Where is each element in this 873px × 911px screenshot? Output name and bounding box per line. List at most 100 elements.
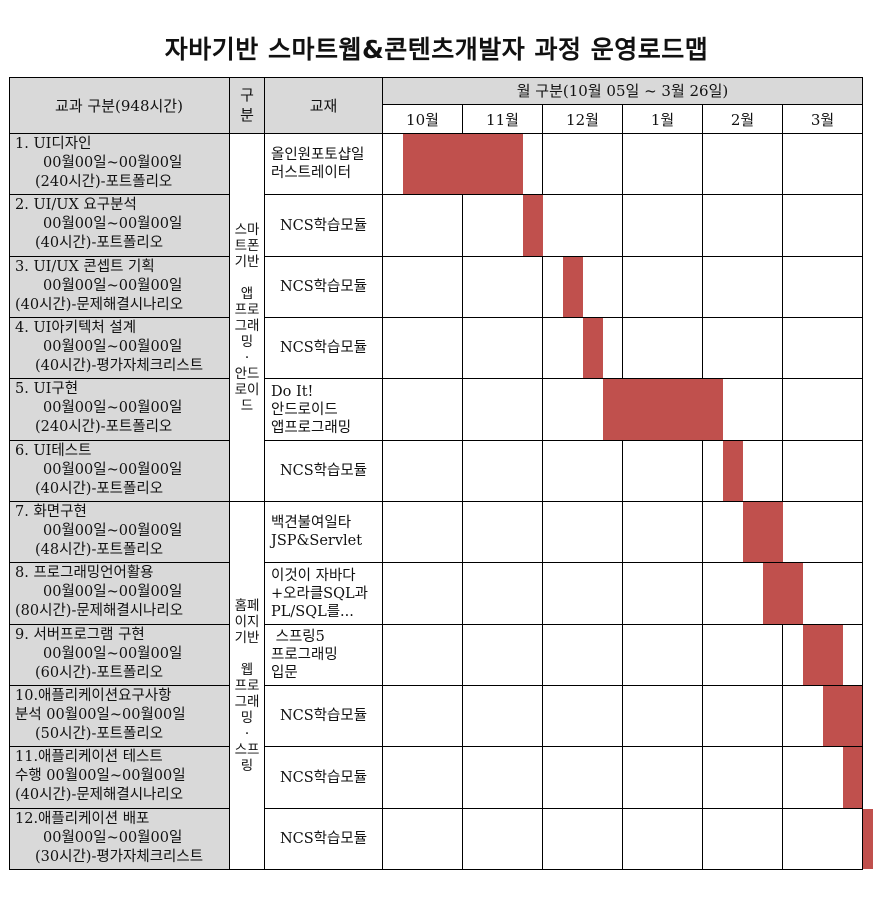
gantt-cell xyxy=(623,318,703,379)
schedule-bar xyxy=(843,747,863,808)
course-hours: (40시간)-평가자체크리스트 xyxy=(35,358,204,374)
material-cell: NCS학습모듈 xyxy=(265,441,383,502)
course-title: 7. 화면구현 xyxy=(15,504,87,520)
gantt-cell xyxy=(623,441,703,502)
schedule-bar xyxy=(583,318,603,378)
gantt-cell xyxy=(383,809,463,870)
course-title: 4. UI아키텍처 설계 xyxy=(15,320,137,336)
course-title: 1. UI디자인 xyxy=(15,136,92,152)
course-cell: 1. UI디자인 00월00일~00월00일 (240시간)-포트폴리오 xyxy=(9,134,230,195)
gantt-cell xyxy=(783,318,863,379)
course-cell: 11.애플리케이션 테스트 수행 00월00일~00월00일 (40시간)-문제해결… xyxy=(9,747,230,809)
course-period: 00월00일~00월00일 xyxy=(43,462,183,478)
schedule-bar xyxy=(523,195,543,256)
gantt-cell xyxy=(623,686,703,747)
course-hours: (48시간)-포트폴리오 xyxy=(35,542,164,558)
course-hours: (240시간)-포트폴리오 xyxy=(35,174,173,190)
course-period: 00월00일~00월00일 xyxy=(43,584,183,600)
gantt-cell xyxy=(383,563,463,625)
gantt-cell xyxy=(383,502,463,563)
gantt-cell xyxy=(543,625,623,686)
roadmap-table: 교과 구분(948시간) 구 분 교재 월 구분(10월 05일 ~ 3월 26… xyxy=(9,77,873,870)
course-column-header: 교과 구분(948시간) xyxy=(9,77,230,134)
gantt-cell xyxy=(543,502,623,563)
course-title: 6. UI테스트 xyxy=(15,443,92,459)
course-period: 00월00일~00월00일 xyxy=(43,646,183,662)
gantt-cell xyxy=(463,747,543,809)
month-header-4: 1월 xyxy=(623,105,703,134)
course-hours: (40시간)-문제해결시나리오 xyxy=(15,787,184,803)
course-period: 00월00일~00월00일 xyxy=(43,830,183,846)
material-cell: Do It! 안드로이드 앱프로그래밍 xyxy=(265,379,383,441)
course-cell: 4. UI아키텍처 설계 00월00일~00월00일 (40시간)-평가자체크리스트 xyxy=(9,318,230,379)
course-hours: (240시간)-포트폴리오 xyxy=(35,419,173,435)
course-hours: (40시간)-포트폴리오 xyxy=(35,235,164,251)
gantt-cell xyxy=(383,318,463,379)
gantt-cell xyxy=(623,747,703,809)
category-column-header: 구 분 xyxy=(230,77,265,134)
gantt-cell xyxy=(783,441,863,502)
gantt-cell xyxy=(463,686,543,747)
gantt-cell xyxy=(543,134,623,195)
course-title: 9. 서버프로그램 구현 xyxy=(15,627,145,643)
course-cell: 6. UI테스트 00월00일~00월00일 (40시간)-포트폴리오 xyxy=(9,441,230,502)
gantt-cell xyxy=(703,318,783,379)
gantt-cell xyxy=(623,257,703,318)
gantt-cell xyxy=(703,747,783,809)
material-cell: 스프링5 프로그래밍 입문 xyxy=(265,625,383,686)
gantt-cell xyxy=(383,686,463,747)
material-cell: 이것이 자바다 +오라클SQL과 PL/SQL를... xyxy=(265,563,383,625)
course-title: 11.애플리케이션 테스트 xyxy=(15,749,163,765)
gantt-cell xyxy=(623,563,703,625)
course-cell: 2. UI/UX 요구분석 00월00일~00월00일 (40시간)-포트폴리오 xyxy=(9,195,230,257)
course-period: 00월00일~00월00일 xyxy=(43,216,183,232)
schedule-bar xyxy=(603,379,723,440)
page-title: 자바기반 스마트웹&콘텐츠개발자 과정 운영로드맵 xyxy=(164,35,709,64)
material-cell: 백견불여일타 JSP&Servlet xyxy=(265,502,383,563)
course-hours: (60시간)-포트폴리오 xyxy=(35,665,164,681)
course-period: 00월00일~00월00일 xyxy=(43,278,183,294)
month-header-2: 11월 xyxy=(463,105,543,134)
course-cell: 5. UI구현 00월00일~00월00일 (240시간)-포트폴리오 xyxy=(9,379,230,441)
schedule-bar xyxy=(863,809,873,869)
gantt-cell xyxy=(463,318,543,379)
course-hours: (80시간)-문제해결시나리오 xyxy=(15,603,184,619)
course-hours: (40시간)-포트폴리오 xyxy=(35,481,164,497)
schedule-bar xyxy=(823,686,863,746)
gantt-cell xyxy=(463,257,543,318)
material-cell: NCS학습모듈 xyxy=(265,809,383,870)
gantt-cell xyxy=(623,502,703,563)
gantt-cell xyxy=(703,257,783,318)
month-header-6: 3월 xyxy=(783,105,863,134)
gantt-cell xyxy=(543,195,623,257)
gantt-cell xyxy=(703,809,783,870)
course-title: 3. UI/UX 콘셉트 기획 xyxy=(15,259,155,275)
gantt-cell xyxy=(383,625,463,686)
gantt-cell xyxy=(623,625,703,686)
months-header: 월 구분(10월 05일 ~ 3월 26일) xyxy=(383,77,863,105)
gantt-cell xyxy=(783,195,863,257)
course-hours: (40시간)-문제해결시나리오 xyxy=(15,297,184,313)
gantt-cell xyxy=(543,257,623,318)
material-cell: NCS학습모듈 xyxy=(265,318,383,379)
material-cell: NCS학습모듈 xyxy=(265,747,383,809)
gantt-cell xyxy=(463,502,543,563)
course-title: 5. UI구현 xyxy=(15,381,79,397)
gantt-cell xyxy=(703,195,783,257)
course-title: 2. UI/UX 요구분석 xyxy=(15,197,137,213)
material-cell: 올인원포토샵일 러스트레이터 xyxy=(265,134,383,195)
gantt-cell xyxy=(383,379,463,441)
course-period: 분석 00월00일~00월00일 xyxy=(15,707,186,723)
gantt-cell xyxy=(703,134,783,195)
gantt-cell xyxy=(383,441,463,502)
gantt-cell xyxy=(463,441,543,502)
gantt-cell xyxy=(623,134,703,195)
gantt-cell xyxy=(543,747,623,809)
gantt-cell xyxy=(383,195,463,257)
gantt-cell xyxy=(783,502,863,563)
gantt-cell xyxy=(783,134,863,195)
schedule-bar xyxy=(403,134,523,194)
month-header-1: 10월 xyxy=(383,105,463,134)
material-cell: NCS학습모듈 xyxy=(265,195,383,257)
course-cell: 9. 서버프로그램 구현 00월00일~00월00일 (60시간)-포트폴리오 xyxy=(9,625,230,686)
